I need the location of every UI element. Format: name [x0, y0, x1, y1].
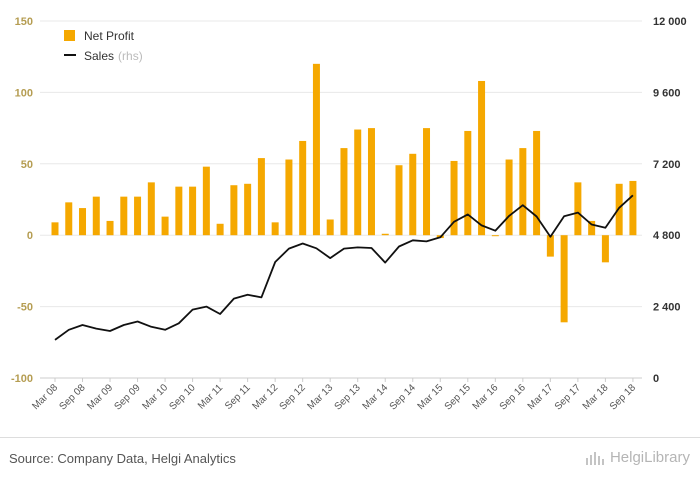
- x-axis-tick: Sep 15: [443, 382, 473, 412]
- bar-net-profit: [505, 159, 513, 236]
- right-axis-tick: 4 800: [653, 230, 681, 242]
- x-axis-tick: Sep 12: [278, 382, 308, 412]
- x-axis-tick: Mar 18: [581, 382, 611, 412]
- x-axis-tick: Mar 12: [250, 382, 280, 412]
- bar-net-profit: [51, 222, 59, 236]
- bar-net-profit: [285, 159, 293, 236]
- bar-net-profit: [409, 153, 417, 236]
- x-axis-tick: Mar 14: [361, 382, 391, 412]
- bar-net-profit: [79, 208, 87, 236]
- x-axis-tick: Sep 17: [553, 382, 583, 412]
- legend-label-net-profit: Net Profit: [84, 29, 135, 43]
- x-axis-tick: Mar 10: [140, 382, 170, 412]
- bar-net-profit: [423, 128, 431, 236]
- x-axis-tick: Sep 08: [57, 382, 87, 412]
- x-axis-tick: Mar 11: [196, 382, 226, 412]
- line-sales: [54, 194, 634, 341]
- bar-net-profit: [615, 183, 623, 236]
- bar-net-profit: [216, 223, 224, 236]
- x-axis-tick: Sep 10: [168, 382, 198, 412]
- left-axis-tick: 50: [21, 159, 33, 171]
- bar-net-profit: [588, 220, 596, 236]
- bar-net-profit: [354, 129, 362, 236]
- x-axis-tick: Sep 16: [498, 382, 528, 412]
- bar-net-profit: [271, 222, 279, 236]
- bar-net-profit: [367, 128, 375, 236]
- bar-net-profit: [257, 158, 265, 236]
- bar-net-profit: [574, 182, 582, 236]
- bar-net-profit: [519, 148, 527, 236]
- bar-net-profit: [601, 235, 609, 263]
- bar-net-profit: [175, 186, 183, 236]
- right-axis-tick: 2 400: [653, 302, 681, 314]
- bar-net-profit: [65, 202, 73, 236]
- x-axis-tick: Sep 13: [333, 382, 363, 412]
- right-axis-tick: 12 000: [653, 16, 687, 28]
- bar-net-profit: [120, 196, 128, 236]
- bar-net-profit: [244, 183, 252, 236]
- x-axis-tick: Sep 11: [223, 382, 253, 412]
- brand-logo: HelgiLibrary: [585, 449, 690, 466]
- left-axis-tick: 150: [15, 16, 33, 28]
- legend-label-sales: Sales (rhs): [84, 49, 143, 63]
- bar-net-profit: [560, 235, 568, 323]
- chart: -100 -50 0 50 100 150 0 2 400 4 800 7 200 9 600 12…: [11, 16, 687, 413]
- bar-net-profit: [106, 220, 114, 236]
- x-axis-tick: Mar 17: [526, 382, 556, 412]
- bar-net-profit: [299, 140, 307, 236]
- bar-net-profit: [395, 165, 403, 236]
- source-note: Source: Company Data, Helgi Analytics: [9, 451, 236, 466]
- bar-net-profit: [491, 235, 499, 237]
- bar-net-profit: [326, 219, 334, 236]
- x-axis-tick: Mar 15: [416, 382, 446, 412]
- bar-net-profit: [161, 216, 169, 236]
- bar-net-profit: [312, 63, 320, 236]
- bar-net-profit: [533, 130, 541, 236]
- x-axis-tick: Mar 13: [306, 382, 336, 412]
- brand-name: HelgiLibrary: [609, 449, 690, 466]
- footer: Source: Company Data, Helgi Analytics He…: [0, 437, 700, 483]
- right-axis-tick: 7 200: [653, 159, 681, 171]
- bar-net-profit: [381, 233, 389, 236]
- library-icon: [585, 451, 604, 465]
- bar-net-profit: [464, 130, 472, 236]
- right-axis-tick: 0: [653, 373, 659, 385]
- x-axis-tick: Mar 09: [85, 382, 115, 412]
- left-axis-tick: 100: [15, 87, 33, 99]
- bar-net-profit: [202, 166, 210, 236]
- right-axis-tick: 9 600: [653, 87, 681, 99]
- bar-net-profit: [230, 185, 238, 236]
- left-axis-tick: -50: [17, 302, 33, 314]
- bar-net-profit: [629, 180, 637, 236]
- bar-net-profit: [92, 196, 100, 236]
- legend-swatch-net-profit: [64, 30, 75, 41]
- left-axis-tick: 0: [27, 230, 33, 242]
- footer-divider: [0, 437, 700, 438]
- legend: Net Profit Sales (rhs): [64, 29, 143, 63]
- bar-net-profit: [134, 196, 142, 236]
- x-axis-tick: Mar 08: [30, 382, 60, 412]
- left-axis-tick: -100: [11, 373, 33, 385]
- x-axis-tick: Sep 18: [608, 382, 638, 412]
- x-axis-tick: Mar 16: [471, 382, 501, 412]
- bar-net-profit: [478, 80, 486, 236]
- x-axis-tick: Sep 09: [112, 382, 142, 412]
- bar-net-profit: [147, 182, 155, 236]
- bar-net-profit: [450, 160, 458, 236]
- bar-net-profit: [340, 148, 348, 236]
- bar-net-profit: [189, 186, 197, 236]
- bar-net-profit: [546, 235, 554, 257]
- x-axis-tick: Sep 14: [388, 382, 418, 412]
